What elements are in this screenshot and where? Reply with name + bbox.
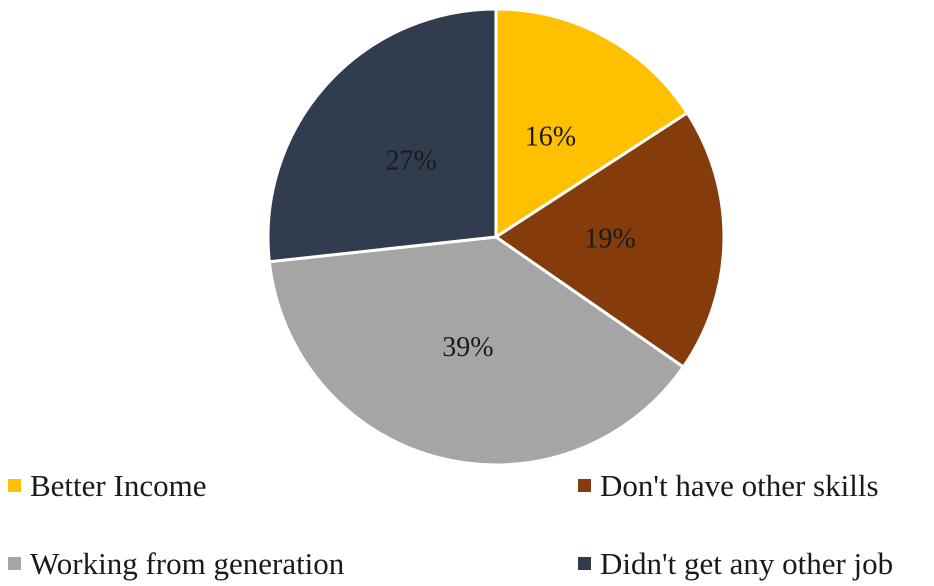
pie-slice-no-other-job [266, 7, 498, 264]
pie-slice-working-from-generation [267, 235, 686, 467]
pie-label-other-skills: 19% [584, 223, 635, 254]
pie-slice-other-skills [493, 110, 726, 370]
pie-slices [266, 7, 726, 467]
pie-label-working-from-generation: 39% [442, 332, 493, 363]
pie-label-better-income: 16% [525, 121, 576, 152]
pie-label-no-other-job: 27% [385, 145, 436, 176]
pie-slice-better-income [494, 7, 690, 240]
pie-labels: 16% 19% 39% 27% [385, 121, 635, 363]
